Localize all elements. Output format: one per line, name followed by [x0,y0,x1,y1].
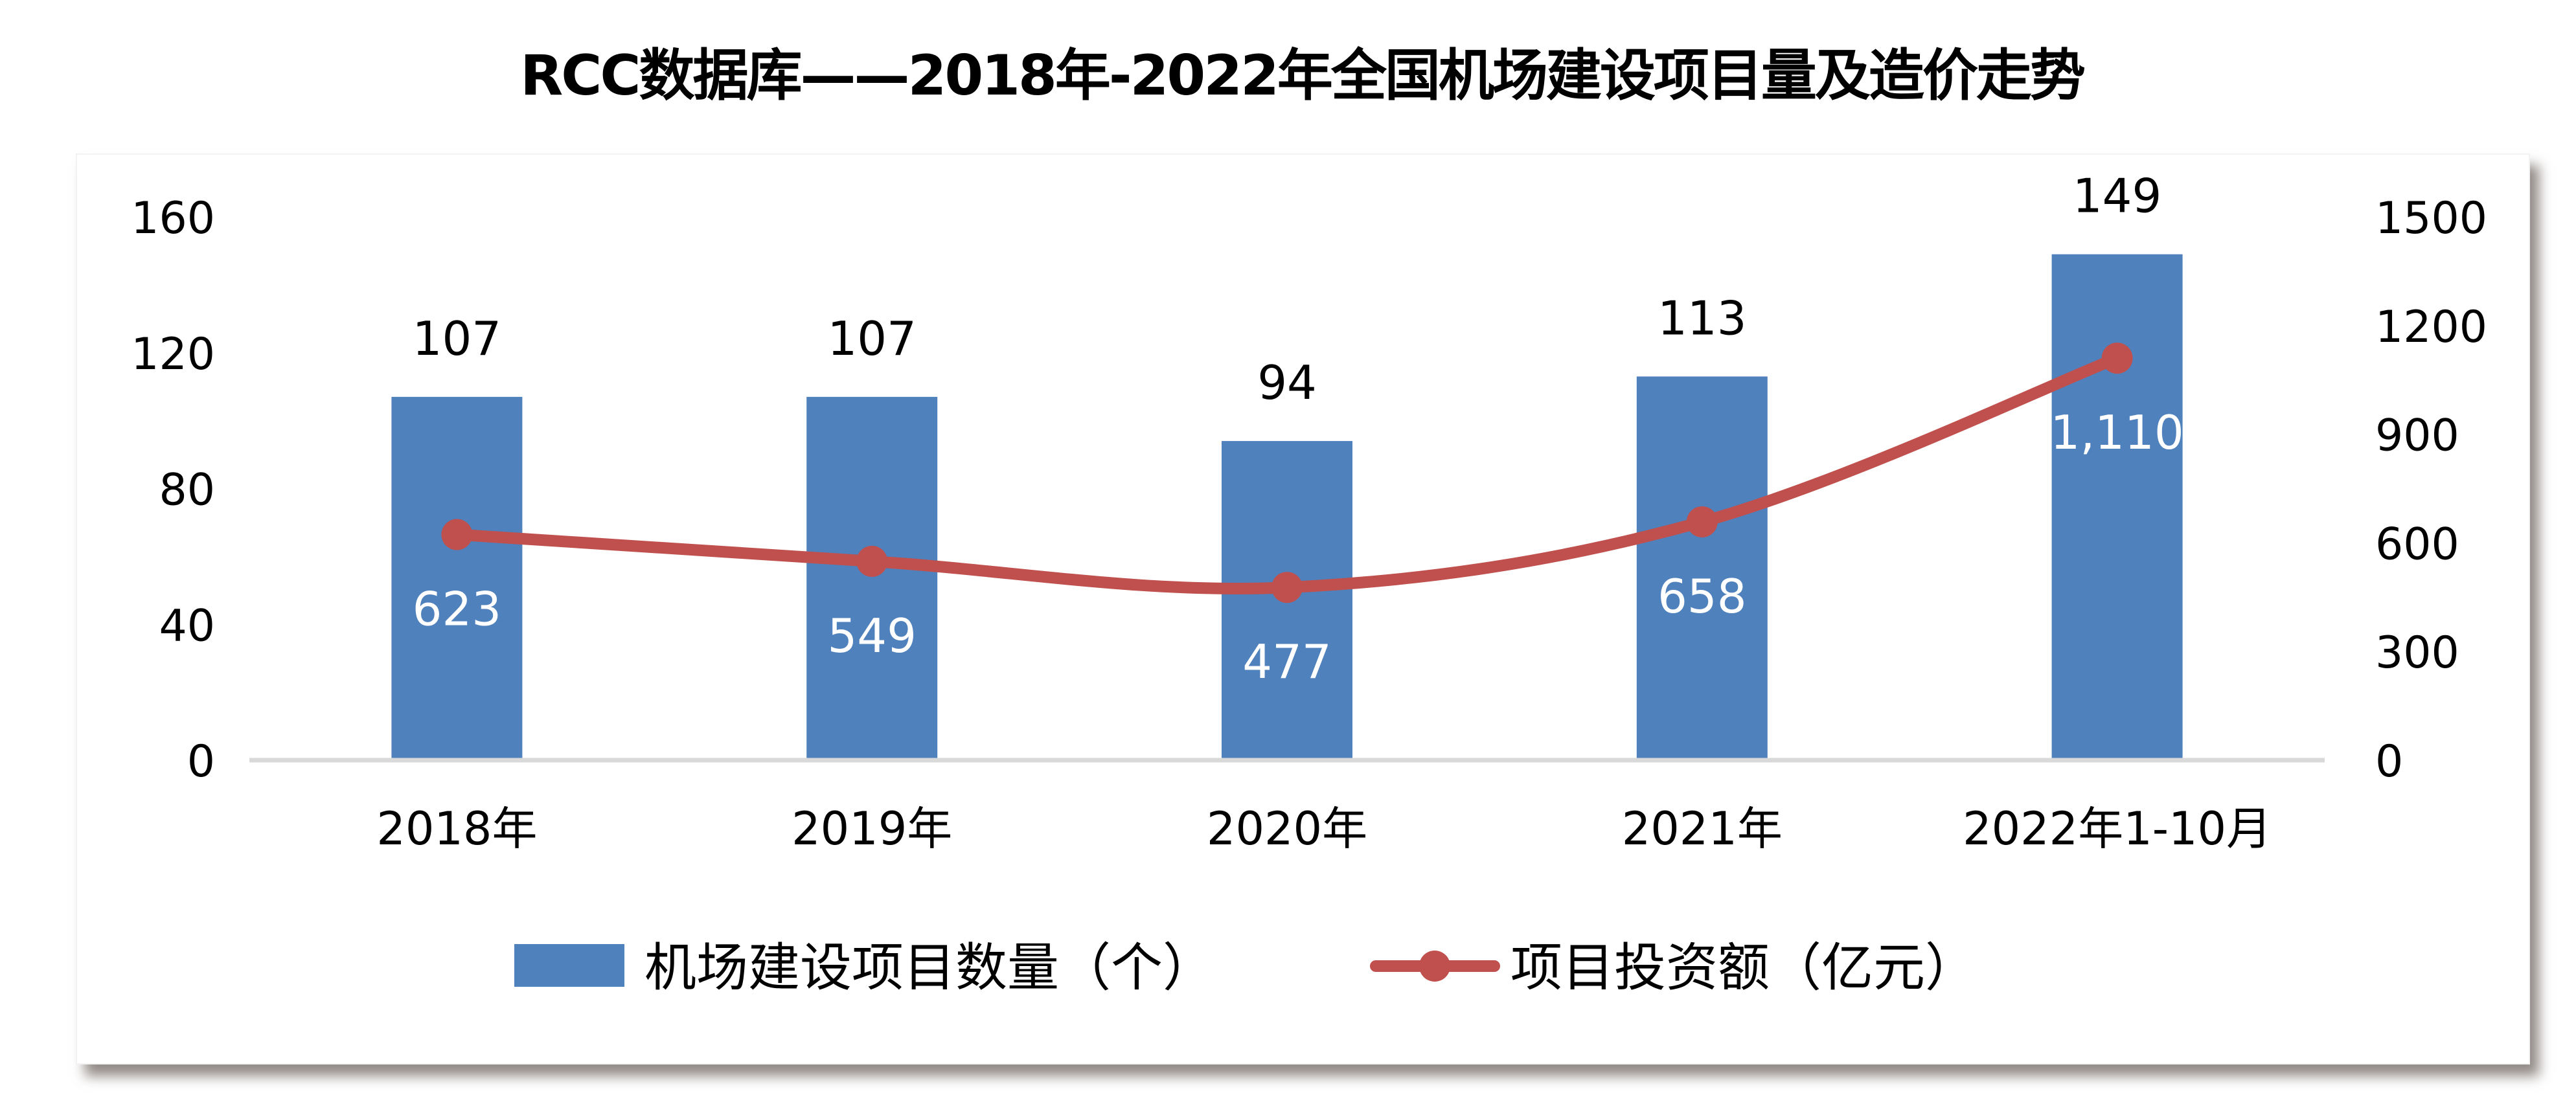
right-axis-tick: 1200 [2375,302,2487,353]
x-axis-label: 2021年 [1622,802,1783,855]
x-axis-label: 2020年 [1207,802,1367,855]
right-axis-tick: 600 [2375,519,2459,570]
bar-series [391,254,2183,760]
right-y-axis: 0 300 600 900 1200 1500 [2375,193,2487,787]
line-value-label: 1,110 [2051,405,2184,460]
bar-value-label: 113 [1658,291,1746,345]
x-axis-label: 2019年 [792,802,952,855]
line-series [441,343,2133,603]
legend-line-label: 项目投资额（亿元） [1510,938,1977,998]
right-axis-tick: 300 [2375,627,2459,679]
right-axis-tick: 0 [2375,736,2403,787]
legend-bar-swatch [514,944,624,987]
left-axis-tick: 0 [187,736,215,787]
line-marker [1686,506,1718,537]
line-marker [856,545,888,577]
legend: 机场建设项目数量（个） 项目投资额（亿元） [514,938,1977,998]
right-axis-tick: 900 [2375,411,2459,462]
line-marker [2101,343,2133,374]
line-value-label: 623 [413,582,501,636]
bar-value-label: 107 [413,311,501,366]
bar-value-label: 107 [827,311,916,366]
chart-card: 0 40 80 120 160 0 300 600 900 1200 1500 2018年 2019… [76,153,2530,1065]
bar-data-labels: 107 107 94 113 149 [413,169,2162,410]
right-axis-tick: 1500 [2375,193,2487,244]
combo-chart: 0 40 80 120 160 0 300 600 900 1200 1500 2018年 2019… [131,169,2487,998]
line-data-labels: 623 549 477 658 1,110 [413,405,2184,689]
line-value-label: 477 [1242,635,1331,689]
line-value-label: 549 [827,609,916,663]
x-axis-label: 2022年1-10月 [1963,802,2272,855]
bar [806,396,938,760]
left-axis-tick: 80 [159,465,215,516]
legend-line-marker [1419,951,1450,982]
left-y-axis: 0 40 80 120 160 [131,193,215,787]
x-axis-labels: 2018年 2019年 2020年 2021年 2022年1-10月 [376,802,2272,855]
bar [2051,254,2183,760]
line-value-label: 658 [1658,569,1746,624]
line-marker [441,519,473,550]
left-axis-tick: 160 [131,193,215,244]
left-axis-tick: 120 [131,329,215,380]
chart-title: RCC数据库——2018年-2022年全国机场建设项目量及造价走势 [520,43,2086,108]
bar-value-label: 149 [2073,169,2161,223]
line-marker [1271,572,1303,603]
x-axis-label: 2018年 [376,802,537,855]
legend-bar-label: 机场建设项目数量（个） [644,938,1214,998]
bar-value-label: 94 [1257,355,1317,410]
left-axis-tick: 40 [159,600,215,651]
bar [1636,376,1768,760]
bar [391,396,523,760]
